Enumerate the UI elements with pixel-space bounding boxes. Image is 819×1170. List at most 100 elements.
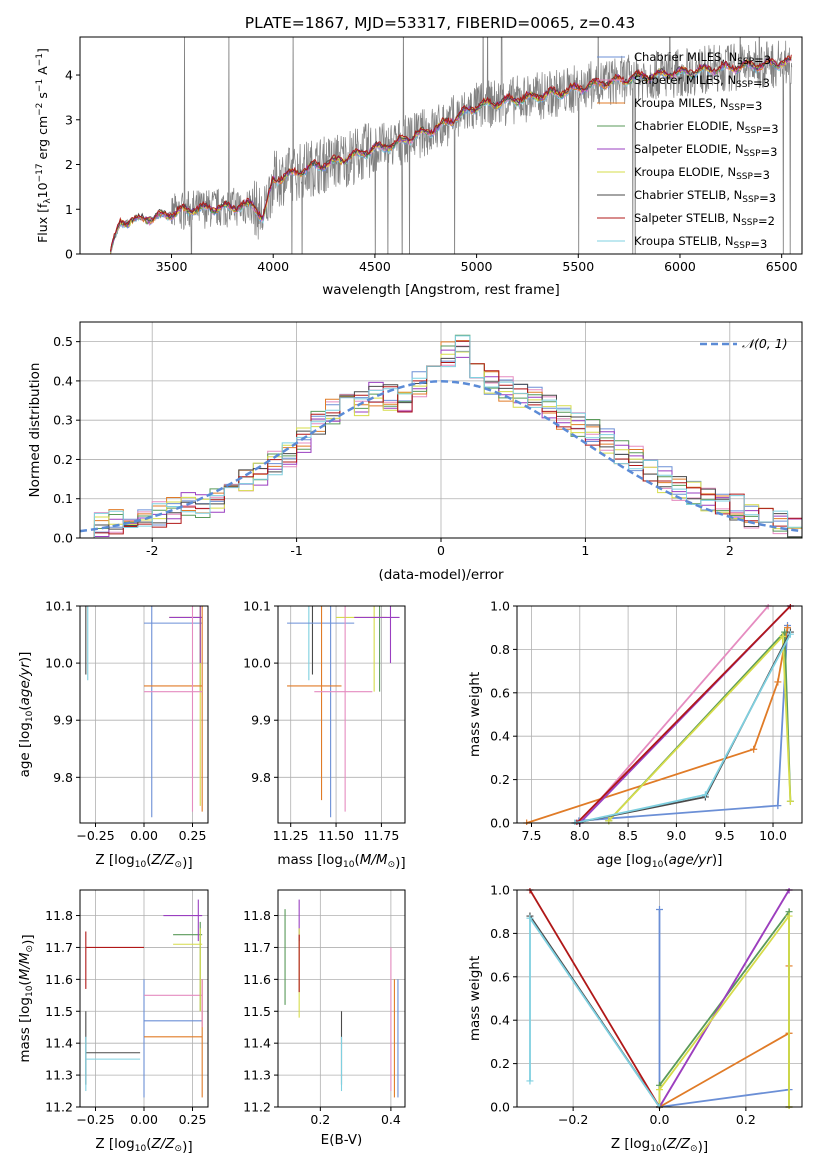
age_vs_z-plot-area: [85, 606, 203, 818]
y-tick-label: 0.4: [490, 729, 510, 744]
x-axis-label: wavelength [Angstrom, rest frame]: [322, 282, 560, 298]
y-tick-label: 0.6: [490, 969, 510, 984]
x-tick-label: 10.0: [759, 828, 787, 843]
y-tick-label: 9.9: [251, 713, 271, 728]
x-tick-label: 0.25: [179, 828, 207, 843]
weight-line-kroupa_miles: [526, 627, 789, 824]
weight_vs_age-panel: 7.5 8.0 8.5 9.0 9.5 10.0 0.0 0.2 0.4 0.6 0.8 1.0 age…: [467, 599, 803, 870]
x-axis-label: E(B-V): [321, 1132, 363, 1148]
y-tick-label: 11.4: [243, 1036, 271, 1051]
y-tick-label: 11.3: [45, 1068, 73, 1083]
x-tick-label: 0.00: [130, 828, 158, 843]
y-tick-label: 0.0: [490, 1100, 510, 1115]
y-tick-label: 0.2: [490, 1056, 510, 1071]
x-axis-label: age [log10(age/yr)]: [597, 852, 723, 870]
weight-line-salpeter_stelib: [576, 605, 792, 824]
y-tick-label: 11.7: [45, 940, 73, 955]
x-tick-label: -1: [290, 543, 302, 558]
x-tick-label: 0.0: [650, 1112, 670, 1127]
model-spectrum-line-salpeter_stelib: [110, 54, 792, 252]
weight-line-salpeter_miles: [579, 605, 769, 824]
x-tick-label: 9.5: [715, 828, 735, 843]
x-axis-label: Z [log10(Z/Z⊙)]: [95, 852, 192, 871]
y-tick-label: 11.7: [243, 940, 271, 955]
x-tick-label: 7.5: [522, 828, 542, 843]
weight-marker-kroupa_miles: [750, 745, 758, 753]
weight-line-salpeter_elodie: [658, 889, 790, 1108]
legend-label: Chabrier MILES, NSSP=3: [634, 50, 771, 67]
y-tick-label: 3: [65, 112, 73, 127]
y-tick-label: 0.3: [53, 413, 73, 428]
y-tick-label: 0.2: [490, 772, 510, 787]
y-tick-label: 0.6: [490, 685, 510, 700]
weight-marker-kroupa_stelib: [701, 791, 709, 799]
y-tick-label: 0.2: [53, 452, 73, 467]
y-axis-label: age [log10(age/yr)]: [17, 652, 35, 778]
axes-frame: [277, 889, 406, 1108]
weight-marker-kroupa_miles: [784, 624, 792, 632]
model-spectrum-line-kroupa_stelib: [110, 58, 792, 254]
x-axis-label: mass [log10(M/M⊙)]: [277, 852, 405, 871]
age_vs_z-panel: −0.25 0.00 0.25 9.8 9.9 10.0 10.1 Z [log10(Z/Z⊙…: [17, 599, 209, 871]
weight_vs_z-plot-area: [526, 888, 793, 1109]
legend-label: Chabrier STELIB, NSSP=3: [634, 188, 776, 205]
model-spectrum-line-chabrier_miles: [110, 59, 792, 254]
y-tick-label: 10.0: [45, 656, 73, 671]
y-tick-label: 0.4: [53, 373, 73, 388]
axes-frame: [277, 605, 406, 824]
weight_vs_age-plot-area: [523, 604, 794, 825]
legend-label: Kroupa ELODIE, NSSP=3: [634, 165, 770, 182]
x-tick-label: 1: [581, 543, 589, 558]
y-tick-label: 1.0: [490, 599, 510, 614]
weight-line-kroupa_elodie: [658, 913, 790, 1107]
weight-marker-chabrier_miles: [656, 906, 663, 914]
y-axis-label: Normed distribution: [27, 363, 43, 498]
x-tick-label: 0: [437, 543, 445, 558]
y-tick-label: 11.6: [45, 972, 73, 987]
weight-marker-kroupa_stelib: [526, 914, 534, 922]
weight-marker-kroupa_elodie: [779, 632, 787, 640]
age_vs_mass-panel: 11.25 11.50 11.75 9.8 9.9 10.0 10.1 mass [log10…: [243, 599, 406, 872]
weight-line-kroupa_elodie: [608, 634, 792, 822]
legend-label: Salpeter STELIB, NSSP=2: [634, 211, 775, 228]
y-tick-label: 9.8: [53, 770, 73, 785]
legend-label: 𝒩(0, 1): [742, 336, 788, 351]
y-axis-label: mass [log10(M/M⊙)]: [17, 934, 36, 1062]
x-tick-label: 9.0: [666, 828, 686, 843]
legend-label: Kroupa MILES, NSSP=3: [634, 96, 762, 113]
legend-label: Salpeter ELODIE, NSSP=3: [634, 142, 777, 159]
y-tick-label: 0.4: [490, 1013, 510, 1028]
y-tick-label: 0.0: [53, 531, 73, 546]
x-tick-label: −0.25: [76, 1112, 114, 1127]
x-tick-label: 5500: [562, 259, 594, 274]
weight-line-salpeter_stelib: [529, 889, 661, 1108]
legend-label: Chabrier ELODIE, NSSP=3: [634, 119, 779, 136]
x-tick-label: 8.0: [570, 828, 590, 843]
mass_vs_ebv-panel: 0.2 0.4 11.2 11.3 11.4 11.5 11.6 11.7 11.8: [243, 889, 406, 1127]
x-tick-label: 5000: [461, 259, 493, 274]
x-tick-label: −0.2: [558, 1112, 588, 1127]
y-tick-label: 11.4: [45, 1036, 73, 1051]
age_vs_mass-plot-area: [287, 606, 400, 818]
x-tick-label: 11.75: [364, 828, 400, 843]
x-tick-label: 2: [726, 543, 734, 558]
weight-marker-kroupa_elodie: [786, 797, 794, 805]
x-tick-label: 11.25: [273, 828, 309, 843]
y-tick-label: 0: [65, 247, 73, 262]
weight-line-kroupa_stelib: [529, 915, 661, 1108]
x-tick-label: 4000: [257, 259, 289, 274]
x-tick-label: 11.50: [318, 828, 354, 843]
y-tick-label: 0.1: [53, 491, 73, 506]
x-tick-label: −0.25: [76, 828, 114, 843]
weight-marker-kroupa_elodie: [785, 912, 793, 920]
y-tick-label: 0.8: [490, 642, 510, 657]
residuals-plot-area: [80, 334, 802, 538]
weight-line-kroupa_miles: [659, 966, 790, 1108]
y-tick-label: 9.8: [251, 770, 271, 785]
y-tick-label: 11.6: [243, 972, 271, 987]
y-tick-label: 0.8: [490, 926, 510, 941]
weight-marker-kroupa_stelib: [786, 630, 794, 638]
y-tick-label: 11.2: [45, 1100, 73, 1115]
y-tick-label: 10.1: [243, 599, 271, 614]
y-tick-label: 1: [65, 202, 73, 217]
